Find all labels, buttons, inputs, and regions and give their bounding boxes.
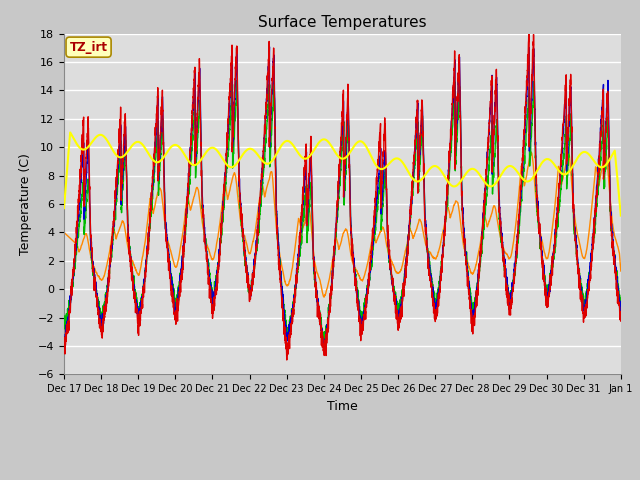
IRT Ground: [406, 205, 414, 211]
Tower TAir: [397, 267, 404, 273]
IRT Ground: [216, 259, 223, 265]
IRT Canopy: [407, 206, 415, 212]
IRT Ground: [525, 26, 533, 32]
Line: Floor Tair: Floor Tair: [64, 77, 621, 342]
Tower TAir: [179, 226, 187, 232]
IRT Canopy: [564, 127, 572, 133]
Floor Tair: [179, 252, 187, 258]
TsoilD_2cm: [406, 173, 414, 179]
Floor Tair: [617, 296, 625, 302]
Floor Tair: [617, 300, 625, 306]
IRT Ground: [564, 125, 572, 131]
IRT Ground: [397, 311, 404, 316]
IRT Canopy: [617, 305, 625, 311]
TsoilD_2cm: [397, 157, 404, 163]
TsoilD_2cm: [60, 205, 68, 211]
Floor Tair: [216, 248, 223, 254]
Floor Tair: [564, 162, 572, 168]
Text: TZ_irt: TZ_irt: [70, 41, 108, 54]
Tower TAir: [320, 294, 328, 300]
Floor Tair: [397, 294, 404, 300]
IRT Canopy: [266, 44, 273, 49]
Line: TsoilD_2cm: TsoilD_2cm: [64, 132, 621, 216]
IRT Ground: [179, 250, 187, 256]
Line: IRT Canopy: IRT Canopy: [64, 47, 621, 351]
Floor Tair: [320, 339, 328, 345]
Line: Tower TAir: Tower TAir: [64, 151, 621, 297]
Tower TAir: [564, 151, 572, 156]
Tower TAir: [617, 266, 625, 272]
IRT Ground: [283, 357, 291, 363]
IRT Canopy: [617, 308, 625, 314]
Floor Tair: [228, 74, 236, 80]
TsoilD_2cm: [216, 151, 223, 157]
TsoilD_2cm: [617, 213, 625, 218]
IRT Ground: [617, 318, 625, 324]
IRT Ground: [617, 309, 625, 315]
Tower TAir: [216, 223, 223, 229]
IRT Canopy: [397, 302, 404, 308]
Title: Surface Temperatures: Surface Temperatures: [258, 15, 427, 30]
Legend: IRT Ground, IRT Canopy, Floor Tair, Tower TAir, TsoilD_2cm: IRT Ground, IRT Canopy, Floor Tair, Towe…: [77, 479, 607, 480]
TsoilD_2cm: [617, 209, 625, 215]
X-axis label: Time: Time: [327, 400, 358, 413]
Tower TAir: [406, 228, 414, 233]
Tower TAir: [602, 148, 609, 154]
IRT Canopy: [60, 337, 68, 343]
TsoilD_2cm: [180, 150, 188, 156]
IRT Ground: [60, 348, 68, 353]
IRT Canopy: [321, 348, 328, 354]
Tower TAir: [60, 229, 68, 235]
Floor Tair: [60, 324, 68, 330]
Y-axis label: Temperature (C): Temperature (C): [19, 153, 32, 255]
Floor Tair: [407, 215, 415, 221]
IRT Canopy: [179, 243, 187, 249]
Tower TAir: [617, 268, 625, 274]
TsoilD_2cm: [67, 130, 74, 135]
TsoilD_2cm: [564, 170, 572, 176]
Line: IRT Ground: IRT Ground: [64, 29, 621, 360]
IRT Canopy: [216, 246, 223, 252]
